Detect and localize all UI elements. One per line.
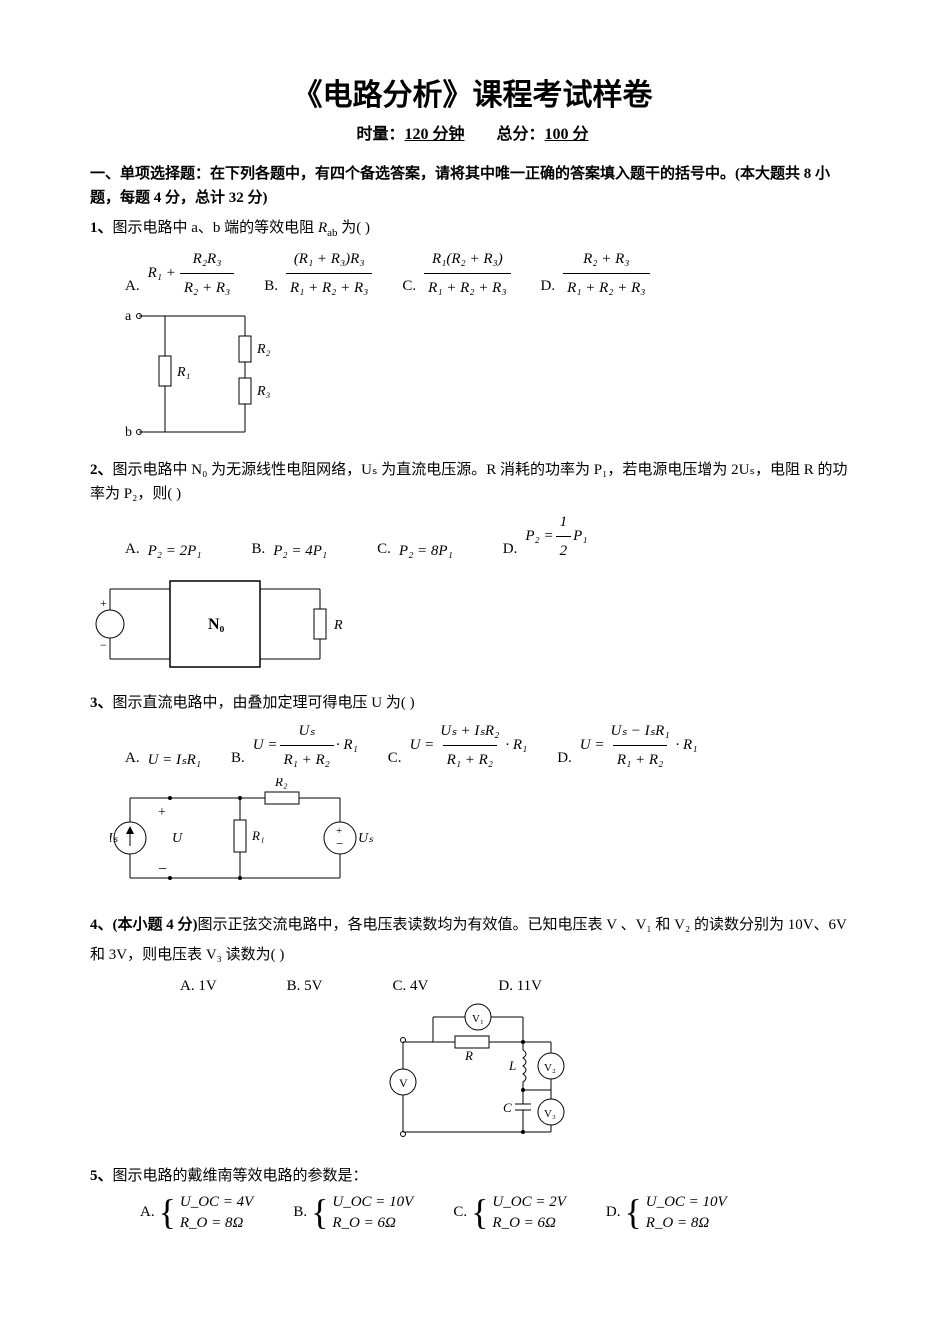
q4-options: A. 1V B. 5V C. 4V D. 11V xyxy=(180,974,855,998)
svg-text:L: L xyxy=(508,1058,516,1073)
q1-options: A. R₁ + R₂R₃R₂ + R₃ B. (R₁ + R₃)R₃R₁ + R… xyxy=(125,247,855,300)
svg-text:R₁: R₁ xyxy=(176,365,190,380)
svg-text:V: V xyxy=(399,1076,408,1090)
q2-stem: 2、图示电路中 N₀ 为无源线性电阻网络，Uₛ 为直流电压源。R 消耗的功率为 … xyxy=(90,458,855,506)
svg-text:N₀: N₀ xyxy=(208,616,225,633)
svg-text:Uₛ: Uₛ xyxy=(90,618,91,633)
svg-text:V₃: V₃ xyxy=(544,1108,556,1120)
q4-opt-C: C. 4V xyxy=(393,974,429,998)
q2-opt-D: D. P₂ = 12 P₁ xyxy=(503,510,588,563)
question-5: 5、图示电路的戴维南等效电路的参数是： A. { U_OC = 4V R_O =… xyxy=(90,1164,855,1234)
q5-opt-D: D. { U_OC = 10V R_O = 8Ω xyxy=(606,1192,727,1234)
svg-text:R₃: R₃ xyxy=(256,384,271,399)
q2-options: A.P₂ = 2P₁ B.P₂ = 4P₁ C.P₂ = 8P₁ D. P₂ =… xyxy=(125,510,855,563)
svg-text:+: + xyxy=(100,596,107,610)
q5-number: 5、 xyxy=(90,1168,113,1184)
time-label: 时量： xyxy=(356,126,404,143)
q1-figure: a b R₁ R₂ R₃ xyxy=(125,306,855,446)
q1-opt-B: B. (R₁ + R₃)R₃R₁ + R₂ + R₃ xyxy=(264,247,372,300)
q4-opt-A: A. 1V xyxy=(180,974,217,998)
q2-figure: Uₛ + − N₀ R xyxy=(90,569,855,679)
q2-opt-A: A.P₂ = 2P₁ xyxy=(125,537,201,563)
q3-figure: R₂ Iₛ + U − R₁ + − Uₛ xyxy=(110,778,855,898)
section-1-header: 一、单项选择题：在下列各题中，有四个备选答案，请将其中唯一正确的答案填入题干的括… xyxy=(90,162,855,210)
svg-text:R₂: R₂ xyxy=(274,778,288,789)
question-1: 1、图示电路中 a、b 端的等效电阻 Rab 为( ) A. R₁ + R₂R₃… xyxy=(90,216,855,446)
q2-opt-C: C.P₂ = 8P₁ xyxy=(377,537,453,563)
svg-text:U: U xyxy=(172,831,183,846)
time-value: 120 分钟 xyxy=(404,126,464,143)
q4-stem: 4、(本小题 4 分)图示正弦交流电路中，各电压表读数均为有效值。已知电压表 V… xyxy=(90,910,855,970)
q3-opt-D: D. U = Uₛ − IₛR₁R₁ + R₂ · R₁ xyxy=(557,719,697,772)
svg-text:R₂: R₂ xyxy=(256,342,271,357)
svg-text:a: a xyxy=(125,309,132,324)
q3-number: 3、 xyxy=(90,695,113,711)
q4-figure: V V₁ R L V₂ xyxy=(90,1002,855,1152)
svg-text:V₂: V₂ xyxy=(544,1062,556,1074)
q1-number: 1、 xyxy=(90,220,113,236)
q2-number: 2、 xyxy=(90,462,113,478)
question-3: 3、图示直流电路中，由叠加定理可得电压 U 为( ) A.U = IₛR₁ B.… xyxy=(90,691,855,898)
q3-opt-B: B. U = UₛR₁ + R₂ · R₁ xyxy=(231,719,358,772)
svg-text:R: R xyxy=(333,618,343,633)
svg-text:R₁: R₁ xyxy=(251,828,264,843)
score-label: 总分： xyxy=(497,126,545,143)
question-4: 4、(本小题 4 分)图示正弦交流电路中，各电压表读数均为有效值。已知电压表 V… xyxy=(90,910,855,1152)
q4-opt-D: D. 11V xyxy=(498,974,542,998)
svg-text:−: − xyxy=(158,861,167,878)
svg-text:+: + xyxy=(158,805,166,820)
score-value: 100 分 xyxy=(545,126,589,143)
q4-number: 4、 xyxy=(90,917,113,933)
question-2: 2、图示电路中 N₀ 为无源线性电阻网络，Uₛ 为直流电压源。R 消耗的功率为 … xyxy=(90,458,855,679)
page-title: 《电路分析》课程考试样卷 xyxy=(90,70,855,114)
q5-stem: 5、图示电路的戴维南等效电路的参数是： xyxy=(90,1164,855,1188)
q3-opt-A: A.U = IₛR₁ xyxy=(125,746,201,772)
svg-text:−: − xyxy=(100,638,107,652)
q5-opt-C: C. { U_OC = 2V R_O = 6Ω xyxy=(453,1192,566,1234)
q4-opt-B: B. 5V xyxy=(287,974,323,998)
q5-opt-A: A. { U_OC = 4V R_O = 8Ω xyxy=(140,1192,253,1234)
svg-text:C: C xyxy=(503,1100,512,1115)
svg-text:V₁: V₁ xyxy=(472,1013,484,1025)
svg-text:−: − xyxy=(336,836,343,851)
q3-opt-C: C. U = Uₛ + IₛR₂R₁ + R₂ · R₁ xyxy=(388,719,527,772)
q1-opt-D: D. R₂ + R₃R₁ + R₂ + R₃ xyxy=(541,247,650,300)
q2-opt-B: B.P₂ = 4P₁ xyxy=(251,537,327,563)
q5-opt-B: B. { U_OC = 10V R_O = 6Ω xyxy=(293,1192,413,1234)
svg-text:Uₛ: Uₛ xyxy=(358,831,374,846)
q5-options: A. { U_OC = 4V R_O = 8Ω B. { U_OC = 10V … xyxy=(140,1192,855,1234)
page-subtitle: 时量：120 分钟 总分：100 分 xyxy=(90,120,855,144)
q1-opt-C: C. R₁(R₂ + R₃)R₁ + R₂ + R₃ xyxy=(402,247,510,300)
q1-opt-A: A. R₁ + R₂R₃R₂ + R₃ xyxy=(125,247,234,300)
q1-stem: 1、图示电路中 a、b 端的等效电阻 Rab 为( ) xyxy=(90,216,855,243)
svg-text:R: R xyxy=(464,1048,473,1063)
q3-options: A.U = IₛR₁ B. U = UₛR₁ + R₂ · R₁ C. U = … xyxy=(125,719,855,772)
svg-text:b: b xyxy=(125,425,132,440)
svg-text:Iₛ: Iₛ xyxy=(110,831,119,846)
q3-stem: 3、图示直流电路中，由叠加定理可得电压 U 为( ) xyxy=(90,691,855,715)
